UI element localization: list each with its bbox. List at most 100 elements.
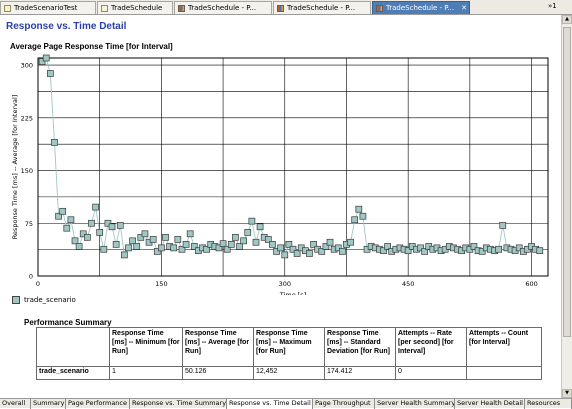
tab-page-performance[interactable]: Page Performance	[66, 399, 130, 409]
table-row: trade_scenario 1 50.126 12,452 174.412 0	[36, 366, 542, 380]
tab-response-vs-time-summary[interactable]: Response vs. Time Summary	[132, 399, 227, 409]
data-point	[59, 207, 67, 215]
row-label: trade_scenario	[36, 366, 110, 380]
column-header-avg: Response Time [ms] -- Average [for Run]	[182, 327, 254, 367]
cell-rate: 0	[395, 366, 467, 380]
chart-title: Average Page Response Time [for Interval…	[10, 42, 173, 51]
cell-stddev: 174.412	[324, 366, 396, 380]
data-point	[322, 243, 330, 250]
schedule-file-icon	[101, 4, 108, 12]
column-header-stddev: Response Time [ms] -- Standard Deviation…	[324, 327, 396, 367]
data-point	[478, 248, 486, 255]
tab-trade-schedule-report-2[interactable]: TradeSchedule - P...	[273, 1, 371, 14]
tab-trade-schedule-report-1[interactable]: TradeSchedule - P...	[174, 1, 272, 14]
scroll-up-icon[interactable]: ▲	[562, 15, 572, 24]
data-point	[84, 233, 91, 241]
data-point	[186, 230, 194, 238]
tab-label: TradeSchedule - P...	[386, 4, 455, 12]
data-point	[244, 229, 252, 236]
data-point	[248, 217, 256, 225]
cell-max: 12,452	[253, 366, 325, 380]
test-file-icon	[4, 4, 11, 12]
y-tick-label: 225	[21, 114, 33, 122]
y-tick-label: 0	[29, 273, 33, 281]
data-point	[96, 229, 104, 236]
x-tick-label: 600	[525, 280, 537, 288]
data-point	[285, 241, 293, 248]
scroll-thumb[interactable]	[563, 27, 571, 337]
data-point	[273, 248, 280, 255]
tab-response-vs-time-detail[interactable]: Response vs. Time Detail	[227, 399, 313, 409]
vertical-scrollbar[interactable]: ▲ ▼	[561, 15, 572, 398]
data-point	[92, 203, 99, 211]
data-point	[252, 238, 260, 246]
x-tick-label: 450	[402, 280, 414, 288]
data-point	[178, 245, 186, 253]
y-tick-label: 300	[21, 62, 33, 70]
data-point	[121, 251, 128, 259]
tab-trade-schedule[interactable]: TradeSchedule	[97, 1, 173, 14]
data-point	[46, 70, 54, 77]
data-point	[71, 237, 79, 245]
y-tick-label: 150	[21, 167, 33, 175]
column-header-count: Attempts -- Count [for Interval]	[466, 327, 542, 367]
data-point	[536, 247, 544, 255]
editor-tab-bar: TradeScenarioTest TradeSchedule TradeSch…	[0, 0, 572, 15]
report-icon	[277, 4, 284, 12]
tab-summary[interactable]: Summary	[33, 399, 66, 409]
tab-label: TradeSchedule - P...	[188, 4, 257, 12]
data-point	[170, 244, 178, 252]
data-point	[347, 238, 354, 246]
x-axis-label: Time [s]	[279, 291, 306, 295]
tab-server-health-detail[interactable]: Server Health Detail	[455, 399, 525, 409]
data-point	[215, 244, 223, 252]
data-point	[470, 243, 478, 250]
data-point	[289, 245, 297, 253]
data-point	[256, 223, 264, 231]
data-point	[515, 244, 523, 252]
data-point	[137, 233, 145, 241]
data-point	[203, 245, 210, 253]
tab-overflow-button[interactable]: »1	[548, 2, 557, 10]
data-point	[417, 244, 424, 252]
data-point	[162, 233, 169, 241]
tab-label: TradeSchedule	[111, 4, 163, 12]
data-point	[281, 251, 289, 259]
tab-trade-scenario-test[interactable]: TradeScenarioTest	[0, 1, 96, 14]
legend-swatch-icon	[12, 296, 20, 304]
x-tick-label: 150	[155, 280, 167, 288]
data-point	[334, 244, 342, 252]
data-point	[269, 241, 276, 248]
data-point	[141, 230, 149, 238]
close-icon[interactable]: ✕	[461, 4, 467, 12]
cell-avg: 50.126	[182, 366, 254, 380]
tab-label: TradeScenarioTest	[14, 4, 78, 12]
report-icon	[178, 4, 185, 12]
data-point	[38, 58, 46, 65]
data-point	[236, 243, 243, 250]
tab-trade-schedule-report-active[interactable]: TradeSchedule - P... ✕	[372, 1, 470, 14]
data-point	[190, 243, 198, 250]
data-point	[149, 236, 157, 243]
data-point	[318, 248, 326, 255]
column-header-max: Response Time [ms] -- Maximum [for Run]	[253, 327, 325, 367]
scroll-down-icon[interactable]: ▼	[562, 389, 572, 398]
data-point	[125, 244, 132, 252]
data-point	[88, 219, 95, 227]
performance-summary-table: Response Time [ms] -- Minimum [for Run] …	[36, 327, 542, 380]
chart-legend: trade_scenario	[12, 296, 76, 304]
tab-overall[interactable]: Overall	[0, 399, 31, 409]
tab-server-health-summary[interactable]: Server Health Summary	[377, 399, 455, 409]
report-icon	[376, 4, 383, 12]
data-point	[219, 240, 227, 248]
data-point	[158, 244, 165, 252]
section-title: Response vs. Time Detail	[6, 21, 127, 32]
data-point	[264, 236, 272, 243]
cell-min: 1	[109, 366, 183, 380]
data-point	[75, 243, 83, 250]
y-axis-label: Response Time [ms] -- Average [for Inter…	[11, 95, 19, 240]
legend-label: trade_scenario	[24, 296, 76, 304]
tab-page-throughput[interactable]: Page Throughput	[313, 399, 375, 409]
response-time-chart: 0 75 150 225 300 0 150 300 450 600 Time [s] Respons…	[11, 54, 549, 295]
data-point	[108, 223, 116, 231]
